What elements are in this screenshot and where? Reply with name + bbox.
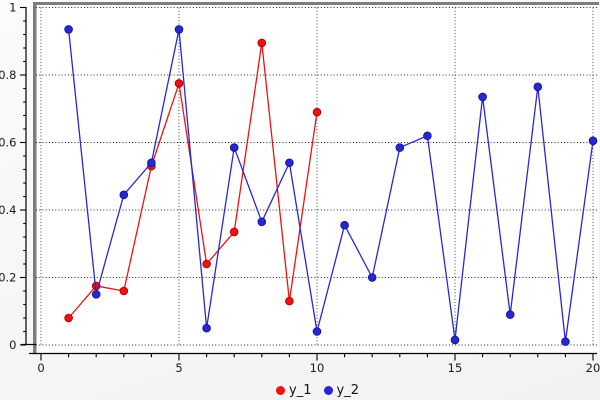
y-tick-label: 0.8	[0, 68, 17, 82]
plot-frame-left	[33, 2, 37, 354]
data-point-y_2	[229, 143, 239, 152]
x-tick-label: 0	[37, 361, 44, 375]
data-point-y_1	[257, 38, 267, 48]
plot-frame-top	[33, 2, 599, 5]
data-point-y_1	[229, 227, 239, 237]
data-point-y_1	[285, 296, 294, 306]
data-point-y_2	[561, 337, 570, 346]
data-point-y_2	[450, 335, 460, 345]
plot-area	[33, 2, 599, 354]
data-point-y_1	[202, 259, 211, 269]
data-point-y_2	[202, 323, 211, 333]
y-tick-label: 1	[9, 1, 16, 15]
legend-label-y1: y_1	[289, 382, 312, 398]
data-point-y_2	[478, 92, 487, 102]
data-point-y_2	[147, 158, 156, 168]
data-point-y_2	[257, 217, 267, 227]
data-point-y_2	[423, 131, 432, 141]
data-point-y_2	[64, 25, 73, 34]
data-point-y_2	[367, 273, 377, 282]
data-point-y_2	[285, 158, 294, 168]
data-point-y_2	[312, 327, 322, 336]
data-point-y_2	[505, 310, 515, 319]
legend-item-y1: y_1	[276, 382, 312, 398]
data-point-y_2	[533, 82, 543, 92]
data-point-y_1	[64, 313, 73, 323]
y-tick-label: 0.4	[0, 203, 17, 217]
data-point-y_2	[174, 25, 184, 34]
series-line-y_2	[67, 28, 594, 343]
x-tick-label: 10	[310, 361, 325, 375]
data-point-y_1	[119, 286, 129, 296]
chart-legend: y_1 y_2	[35, 381, 600, 399]
data-point-y_1	[174, 79, 184, 88]
data-point-y_2	[340, 220, 349, 230]
legend-marker-y2-icon	[323, 385, 333, 395]
y-tick-label: 0	[9, 338, 16, 352]
x-tick-label: 5	[175, 361, 182, 375]
data-point-y_2	[119, 190, 129, 200]
data-point-y_2	[588, 136, 598, 146]
x-tick-label: 15	[448, 361, 463, 375]
y-tick-label: 0.6	[0, 136, 17, 150]
legend-item-y2: y_2	[323, 382, 359, 398]
x-tick-label: 20	[586, 361, 600, 375]
data-point-y_1	[312, 107, 322, 117]
data-point-y_2	[395, 143, 405, 152]
data-point-y_2	[91, 290, 101, 299]
legend-marker-y1-icon	[276, 385, 286, 395]
legend-label-y2: y_2	[336, 382, 359, 398]
y-tick-label: 0.2	[0, 271, 17, 285]
